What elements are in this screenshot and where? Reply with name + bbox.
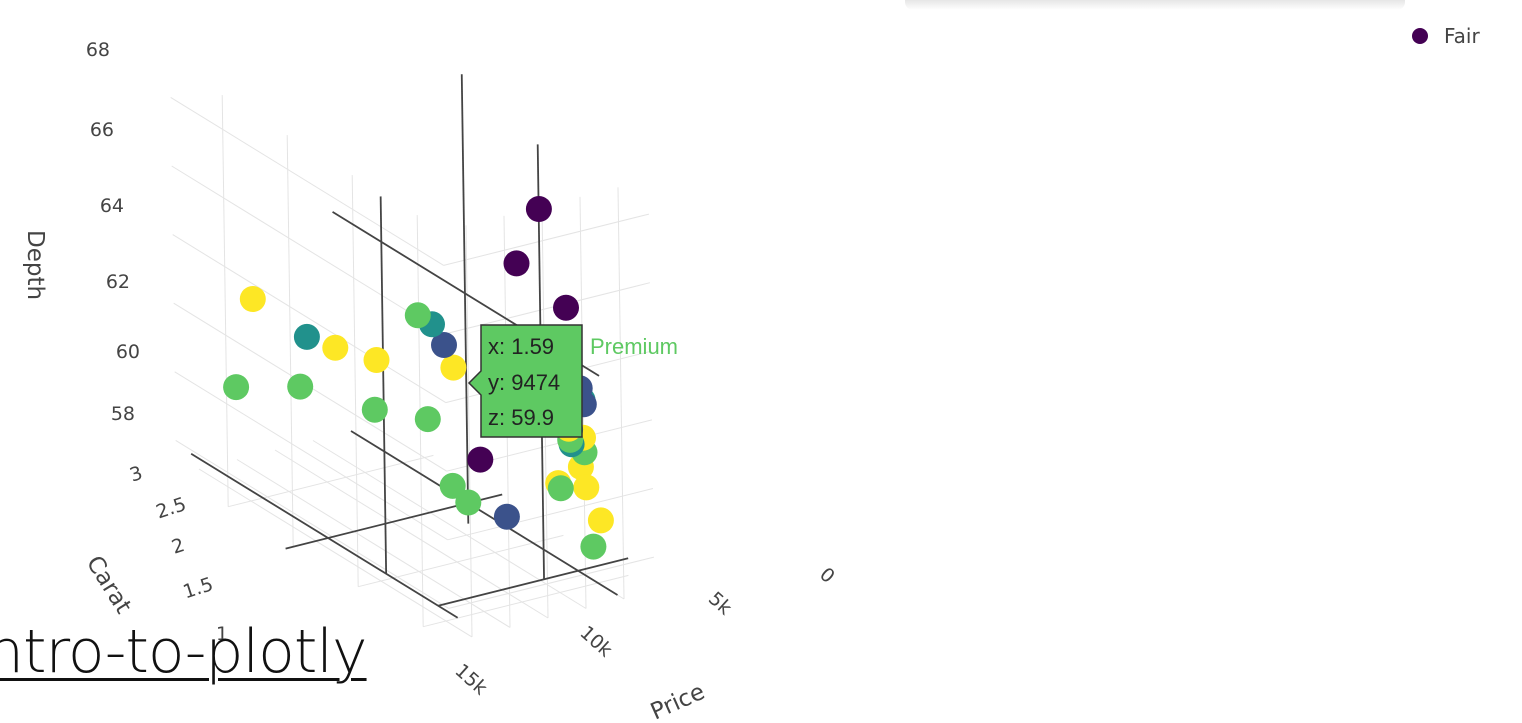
data-point-good[interactable] [493, 503, 520, 530]
data-point-very-good[interactable] [293, 323, 320, 350]
z-tick-label: 62 [106, 271, 130, 293]
window-top-edge [905, 0, 1405, 10]
legend-swatch-fair[interactable] [1412, 28, 1428, 44]
data-point-premium[interactable] [455, 489, 482, 516]
gridline-carat-floor [198, 468, 473, 638]
z-tick-label: 66 [90, 119, 114, 141]
tooltip-y: y: 9474 [488, 370, 560, 395]
tooltip-x: x: 1.59 [488, 334, 554, 359]
z-tick-label: 64 [100, 195, 124, 217]
data-point-ideal[interactable] [573, 474, 600, 501]
gridline-depth-back [447, 488, 654, 541]
gridline-depth-side [171, 165, 445, 335]
x-tick-label: 2.5 [153, 493, 189, 523]
gridline-price-side [351, 175, 359, 587]
data-point-ideal[interactable] [322, 334, 349, 361]
gridline-depth-side [175, 439, 449, 609]
data-point-premium[interactable] [439, 472, 466, 499]
data-point-ideal[interactable] [587, 507, 614, 534]
x-tick-label: 1 [216, 623, 228, 645]
gridline-depth-side [174, 371, 448, 541]
x-tick-label: 2 [169, 534, 187, 559]
gridline-price-side [221, 95, 229, 507]
y-tick-label: 10k [576, 622, 617, 662]
gridline-carat-floor [236, 459, 511, 628]
data-point-ideal[interactable] [239, 286, 266, 312]
axis-line-price-back [190, 452, 459, 619]
data-point-fair[interactable] [553, 294, 579, 321]
data-point-premium[interactable] [414, 406, 441, 433]
x-tick-label: 3 [127, 462, 145, 487]
data-point-fair[interactable] [467, 446, 494, 473]
z-tick-label: 60 [116, 341, 140, 363]
data-point-premium[interactable] [287, 373, 314, 400]
gridline-price-side [286, 135, 294, 547]
gridline-carat-floor [274, 449, 549, 619]
tooltip-series-label: Premium [590, 334, 678, 359]
legend[interactable]: Fair [1412, 24, 1480, 48]
data-point-premium[interactable] [361, 396, 388, 423]
data-point-premium[interactable] [223, 374, 250, 401]
z-tick-label: 58 [111, 403, 135, 425]
axis-line-depth [460, 74, 470, 524]
gridline-carat-floor [312, 440, 587, 609]
x-tick-label: 1.5 [180, 573, 216, 603]
x-axis-title: Carat [81, 551, 136, 618]
axis-line-price [350, 430, 618, 596]
y-axis-title: Price [647, 679, 709, 723]
z-axis-title: Depth [22, 230, 48, 300]
data-point-premium[interactable] [404, 302, 431, 329]
tooltip-box [467, 324, 583, 438]
y-tick-label: 5k [704, 588, 736, 620]
gridline-depth-side [172, 234, 446, 404]
axis-line-carat-front [437, 557, 629, 607]
hover-tooltip: x: 1.59 y: 9474 z: 59.9 Premium [467, 324, 678, 438]
data-point-ideal[interactable] [440, 354, 467, 381]
data-point-premium[interactable] [580, 533, 607, 560]
axis-line-depth-back [379, 196, 388, 574]
y-tick-label: 15k [451, 660, 492, 700]
y-tick-label: 0 [815, 563, 839, 587]
gridline-depth-back [444, 282, 651, 335]
z-tick-label: 68 [86, 39, 110, 61]
data-point-fair[interactable] [503, 250, 530, 277]
tooltip-z: z: 59.9 [488, 405, 554, 430]
legend-label-fair[interactable]: Fair [1444, 24, 1480, 48]
data-point-fair[interactable] [525, 196, 552, 222]
intro-to-plotly-link[interactable]: ntro-to-plotly [0, 617, 368, 687]
data-point-good[interactable] [431, 332, 457, 358]
gridline-depth-back [448, 556, 655, 609]
data-point-premium[interactable] [547, 475, 574, 502]
data-point-ideal[interactable] [363, 347, 390, 373]
gridline-depth-back [443, 213, 650, 266]
gridline-carat-back [617, 187, 625, 600]
gridline-depth-side [170, 96, 444, 266]
